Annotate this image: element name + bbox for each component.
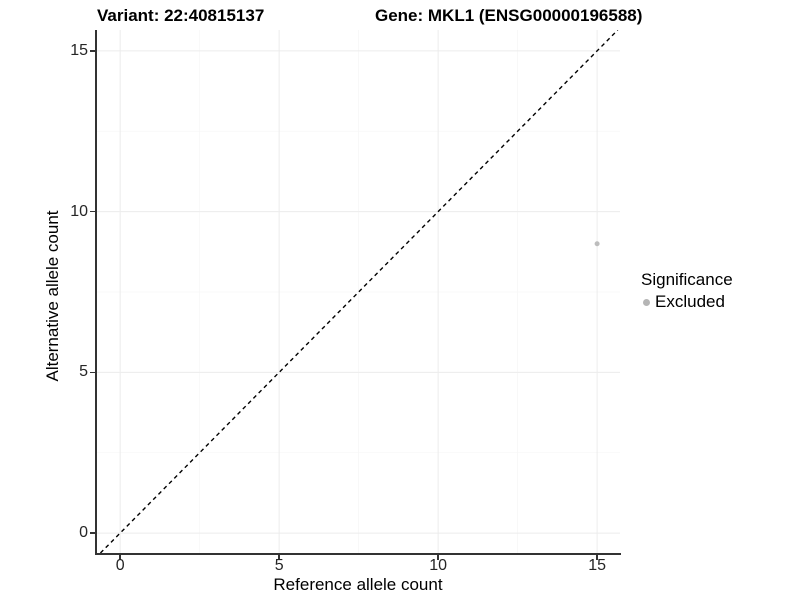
plot-canvas (96, 30, 620, 553)
x-tick-mark (437, 555, 439, 560)
y-tick-label: 10 (70, 202, 88, 220)
y-tick-mark (90, 210, 95, 213)
x-axis-title: Reference allele count (273, 575, 443, 594)
y-tick-label: 15 (70, 42, 88, 60)
y-tick-mark (90, 371, 95, 374)
data-point (594, 241, 600, 247)
y-tick-label: 0 (79, 524, 88, 542)
plot-title-gene: Gene: MKL1 (ENSG00000196588) (375, 6, 643, 25)
plot-title-variant: Variant: 22:40815137 (97, 6, 265, 25)
y-tick-mark (90, 50, 95, 52)
x-tick-mark (596, 555, 598, 560)
legend-title: Significance (641, 270, 733, 289)
x-tick-label: 5 (274, 557, 284, 574)
x-tick-label: 15 (588, 557, 606, 574)
x-axis-line (95, 553, 621, 555)
plot-panel (96, 30, 620, 553)
identity-dashed-line (99, 30, 619, 553)
x-tick-mark (278, 555, 280, 560)
x-tick-mark (119, 555, 121, 560)
legend-item-excluded: Excluded (641, 292, 733, 312)
y-tick-mark (90, 532, 95, 534)
y-tick-label: 5 (79, 363, 88, 381)
y-axis-line (95, 30, 97, 554)
legend: Significance Excluded (641, 270, 733, 312)
legend-key-dot-icon (643, 298, 650, 306)
x-tick-label: 0 (115, 557, 125, 574)
legend-item-label: Excluded (655, 292, 725, 312)
y-axis-title: Alternative allele count (43, 210, 62, 382)
x-tick-label: 10 (429, 557, 448, 574)
